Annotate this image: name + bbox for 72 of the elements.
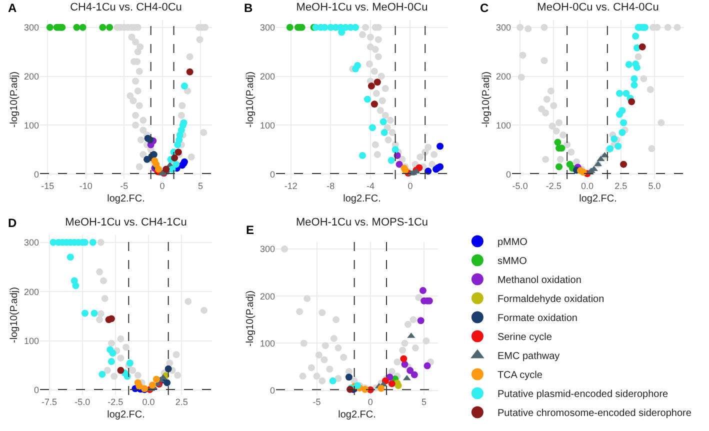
y-tick-label: 100 xyxy=(24,120,39,130)
y-tick-label: 200 xyxy=(496,71,511,82)
chart-title: MeOH-1Cu vs. MeOH-0Cu xyxy=(296,2,428,14)
y-tick-label: 100 xyxy=(496,120,511,130)
x-axis-title: log2.FC. xyxy=(579,194,617,204)
x-axis-title: log2.FC. xyxy=(343,194,381,204)
y-tick-label: 300 xyxy=(260,244,275,254)
legend-label: Formate oxidation xyxy=(497,313,578,324)
y-tick-label: 0 xyxy=(506,169,511,180)
x-tick-label: -7.5 xyxy=(42,397,58,407)
y-tick-label: 100 xyxy=(24,336,39,346)
x-tick-label: 0.0 xyxy=(142,397,155,407)
x-tick-label: -4 xyxy=(366,181,374,191)
legend-label: Methanol oxidation xyxy=(497,275,582,286)
y-tick-label: 300 xyxy=(24,22,39,32)
y-tick-label: 0 xyxy=(34,169,39,180)
x-tick-label: 0 xyxy=(368,397,373,407)
x-tick-label: -5.0 xyxy=(74,397,90,407)
y-tick-label: 300 xyxy=(260,22,275,32)
x-tick-label: -2.5 xyxy=(108,397,124,407)
text: C xyxy=(480,1,489,15)
legend-label: Putative plasmid-encoded siderophore xyxy=(497,389,669,400)
x-axis-title: log2.FC. xyxy=(107,410,145,420)
y-tick-label: 200 xyxy=(260,71,275,82)
x-tick-label: -8 xyxy=(326,181,335,191)
legend-label: Putative chromosome-encoded siderophore xyxy=(497,408,692,420)
legend-label: Serine cycle xyxy=(497,332,552,344)
text: E xyxy=(246,223,254,237)
y-tick-label: 200 xyxy=(24,71,39,82)
legend-label: sMMO xyxy=(497,256,528,268)
x-tick-label: -15 xyxy=(41,181,54,191)
x-tick-label: -5 xyxy=(120,181,128,191)
legend-label: pMMO xyxy=(497,237,528,248)
chart-title: MeOH-1Cu vs. MOPS-1Cu xyxy=(296,216,428,229)
x-tick-label: 5 xyxy=(422,397,427,407)
x-tick-label: 2.5 xyxy=(614,181,628,191)
chart-title: MeOH-0Cu vs. CH4-0Cu xyxy=(537,2,659,14)
x-tick-label: 0 xyxy=(408,181,413,191)
x-tick-label: 5 xyxy=(198,181,204,191)
y-tick-label: 100 xyxy=(260,338,275,348)
legend-label: Formaldehyde oxidation xyxy=(497,294,604,306)
y-tick-label: 0 xyxy=(270,385,275,396)
y-axis-title: -log10(P.adj) xyxy=(8,72,20,128)
x-tick-label: -10 xyxy=(79,181,92,191)
y-axis-title: -log10(P.adj) xyxy=(8,287,20,343)
x-tick-label: -5.0 xyxy=(512,181,528,191)
text: D xyxy=(8,216,17,230)
y-axis-title: -log10(P.adj) xyxy=(244,72,256,128)
chart-title: MeOH-1Cu vs. CH4-1Cu xyxy=(65,216,187,229)
y-tick-label: 0 xyxy=(270,169,275,180)
y-axis-title: -log10(P.adj) xyxy=(244,290,256,346)
x-tick-label: -5 xyxy=(312,397,321,407)
text: A xyxy=(8,1,17,15)
y-tick-label: 300 xyxy=(496,22,511,32)
x-axis-title: log2.FC. xyxy=(107,194,145,204)
y-tick-label: 100 xyxy=(260,120,275,130)
y-tick-label: 0 xyxy=(34,385,39,396)
y-tick-label: 200 xyxy=(24,286,39,297)
x-tick-label: 2.5 xyxy=(175,397,188,407)
text: B xyxy=(244,1,253,15)
x-tick-label: 0.0 xyxy=(580,181,594,191)
x-tick-label: -2.5 xyxy=(546,181,562,191)
y-axis-title: -log10(P.adj) xyxy=(480,72,492,128)
chart-title: CH4-1Cu vs. CH4-0Cu xyxy=(70,2,182,14)
x-tick-label: -12 xyxy=(284,181,298,191)
legend-label: TCA cycle xyxy=(497,370,543,382)
x-axis-title: log2.FC. xyxy=(338,410,376,420)
x-tick-label: 5.0 xyxy=(648,181,661,191)
y-tick-label: 300 xyxy=(24,238,39,248)
legend-label: EMC pathway xyxy=(497,351,560,362)
y-tick-label: 200 xyxy=(260,291,275,302)
x-tick-label: 0 xyxy=(160,181,165,191)
